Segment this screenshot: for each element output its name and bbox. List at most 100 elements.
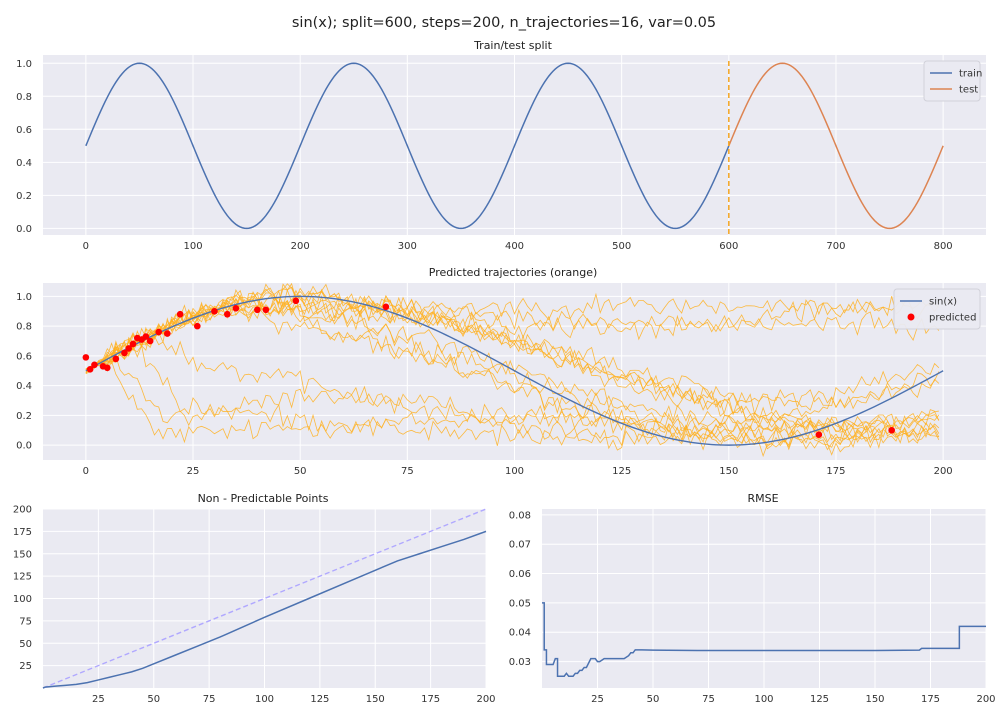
x-tick-label: 0	[83, 466, 89, 477]
y-tick-label: 0.2	[16, 411, 32, 422]
x-tick-label: 100	[505, 466, 524, 477]
x-tick-label: 75	[702, 694, 715, 705]
trajectory-line	[85, 283, 939, 435]
x-tick-label: 100	[255, 694, 274, 705]
x-tick-label: 200	[476, 694, 495, 705]
x-tick-label: 50	[647, 694, 660, 705]
trajectory-line	[85, 289, 940, 429]
y-tick-label: 1.0	[16, 292, 32, 303]
y-tick-label: 0.0	[16, 441, 32, 452]
predicted-point	[176, 310, 184, 318]
legend-entry: sin(x)	[929, 297, 957, 308]
x-tick-label: 200	[976, 694, 995, 705]
panel-title: Non - Predictable Points	[198, 492, 329, 505]
legend-entry: test	[959, 85, 978, 96]
y-tick-label: 0.07	[509, 540, 531, 551]
predicted-point	[125, 345, 133, 352]
predicted-point	[262, 306, 270, 314]
legend-swatch	[907, 313, 915, 321]
trajectory-line	[85, 283, 940, 416]
x-tick-label: 150	[865, 694, 884, 705]
y-tick-label: 0.04	[509, 628, 531, 639]
x-tick-label: 50	[294, 466, 307, 477]
y-tick-label: 50	[19, 639, 32, 650]
panel-title: Train/test split	[473, 39, 553, 52]
x-tick-label: 800	[934, 241, 953, 252]
series-test-line	[728, 62, 944, 230]
x-tick-label: 125	[310, 694, 329, 705]
x-tick-label: 175	[826, 466, 845, 477]
x-tick-label: 600	[719, 241, 738, 252]
predicted-point	[91, 361, 98, 369]
y-tick-label: 0.0	[16, 224, 32, 235]
series-train-line	[85, 62, 730, 230]
y-tick-label: 100	[13, 594, 32, 605]
x-tick-label: 175	[421, 694, 440, 705]
y-tick-label: 0.4	[16, 381, 32, 392]
legend-entry: train	[959, 69, 982, 80]
trajectory-line	[85, 292, 940, 448]
y-tick-label: 0.06	[509, 569, 531, 580]
legend-entry: predicted	[929, 313, 976, 324]
y-tick-label: 125	[13, 572, 32, 583]
panel-train-test-split: Train/test split 0 100 200 300 400 500 600 700 8…	[16, 39, 986, 252]
x-tick-label: 50	[147, 694, 160, 705]
series-rmse-line	[542, 602, 986, 678]
panel-non-predictable-points: Non - Predictable Points 25 50 75 100 125 150…	[13, 492, 496, 705]
x-tick-label: 25	[187, 466, 200, 477]
y-tick-label: 0.08	[509, 510, 531, 521]
y-tick-label: 0.03	[509, 657, 531, 668]
y-tick-label: 0.8	[16, 322, 32, 333]
y-tick-label: 1.0	[16, 59, 32, 70]
predicted-point	[103, 364, 111, 372]
predicted-point	[888, 426, 895, 434]
legend-box	[893, 288, 981, 330]
predicted-point	[164, 330, 171, 337]
y-tick-label: 175	[13, 527, 32, 538]
predicted-point	[142, 333, 150, 340]
predicted-point	[155, 328, 163, 336]
predicted-point	[82, 354, 90, 361]
x-tick-label: 200	[291, 241, 310, 252]
x-tick-label: 400	[505, 241, 524, 252]
x-tick-label: 300	[398, 241, 417, 252]
predicted-point	[254, 306, 261, 314]
y-tick-label: 200	[13, 505, 32, 516]
predicted-point	[232, 304, 240, 312]
predicted-point	[146, 337, 154, 345]
legend-box	[923, 60, 981, 102]
x-tick-label: 0	[83, 241, 89, 252]
predicted-point	[121, 349, 128, 357]
x-tick-label: 150	[719, 466, 738, 477]
y-tick-label: 0.6	[16, 351, 32, 362]
x-tick-label: 125	[810, 694, 829, 705]
panel-rmse: RMSE 25 50 75 100 125 150 175 200 0.03 0.04 0.05 0.…	[509, 492, 996, 705]
y-tick-label: 150	[13, 549, 32, 560]
x-tick-label: 75	[401, 466, 414, 477]
y-tick-label: 25	[19, 661, 32, 672]
y-tick-label: 0.6	[16, 125, 32, 136]
figure-suptitle: sin(x); split=600, steps=200, n_trajecto…	[292, 15, 716, 31]
x-tick-label: 200	[934, 466, 953, 477]
x-tick-label: 25	[591, 694, 604, 705]
x-tick-label: 150	[366, 694, 385, 705]
y-tick-label: 0.2	[16, 191, 32, 202]
x-tick-label: 700	[826, 241, 845, 252]
x-tick-label: 500	[612, 241, 631, 252]
predicted-point	[815, 431, 823, 439]
predicted-point	[194, 322, 201, 330]
panel-title: RMSE	[747, 492, 778, 505]
predicted-point	[224, 310, 231, 318]
x-tick-label: 175	[921, 694, 940, 705]
trajectory-line	[85, 340, 940, 451]
x-tick-label: 100	[183, 241, 202, 252]
x-tick-label: 125	[612, 466, 631, 477]
y-tick-label: 0.8	[16, 92, 32, 103]
predicted-point	[86, 365, 94, 373]
predicted-point	[382, 303, 390, 311]
x-tick-label: 75	[203, 694, 216, 705]
trajectories	[85, 283, 940, 458]
x-tick-label: 100	[754, 694, 773, 705]
predicted-point	[211, 307, 218, 315]
